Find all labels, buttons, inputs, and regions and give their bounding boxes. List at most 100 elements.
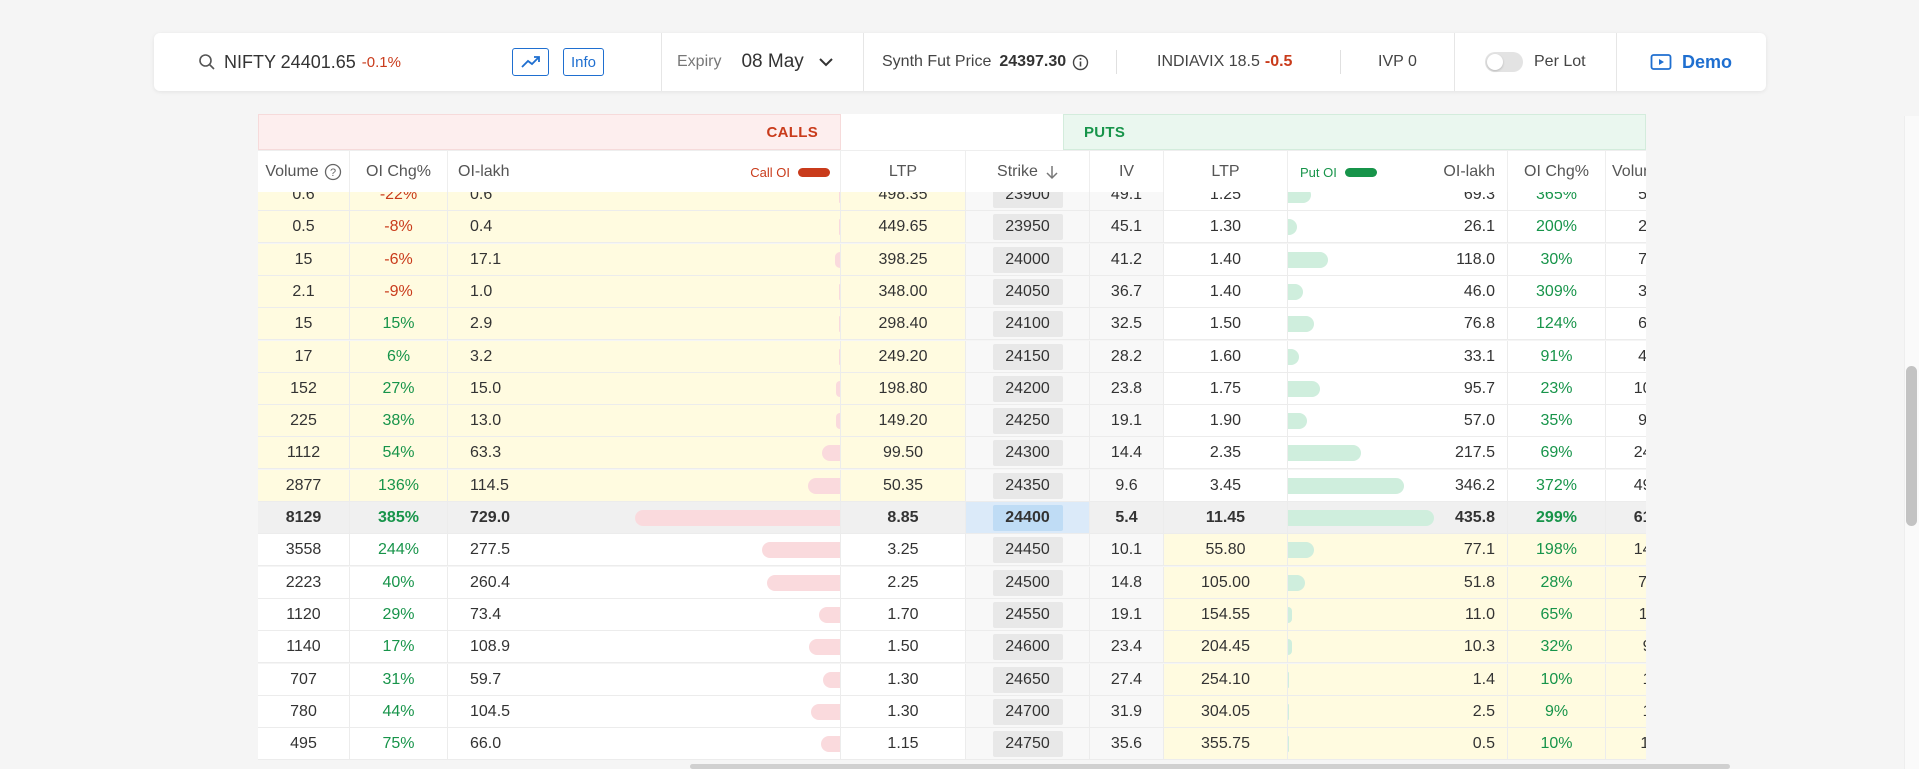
table-row[interactable]: 2.1-9% 1.0 348.00 24050 36.71.40 46.0 309%329 <box>258 275 1646 308</box>
col-call-ltp[interactable]: LTP <box>841 151 966 193</box>
call-oi-bar <box>766 574 840 591</box>
symbol-change: -0.1% <box>361 53 401 71</box>
put-volume-cell: 707 <box>1606 566 1646 599</box>
table-row[interactable]: 176% 3.2 249.20 24150 28.21.60 33.1 91%488 <box>258 340 1646 373</box>
strike-chip[interactable]: 24750 <box>992 731 1063 758</box>
table-row[interactable]: 0.5-8% 0.4 449.65 23950 45.11.30 26.1 200%217 <box>258 211 1646 244</box>
per-lot-label: Per Lot <box>1534 53 1586 70</box>
put-ltp-cell: 2.35 <box>1164 437 1288 470</box>
strike-chip[interactable]: 24400 <box>992 505 1063 531</box>
strike-chip[interactable]: 24300 <box>992 440 1063 467</box>
call-oi-chg-cell: 244% <box>350 534 448 567</box>
put-oi-bar <box>1288 477 1404 494</box>
per-lot-toggle[interactable] <box>1485 52 1523 72</box>
chart-button[interactable] <box>512 48 549 76</box>
strike-chip[interactable]: 24650 <box>992 666 1063 693</box>
col-call-oi-chg[interactable]: OI Chg% <box>350 151 448 193</box>
call-ltp-cell: 198.80 <box>841 372 966 405</box>
put-volume-cell: 112 <box>1606 598 1646 631</box>
strike-chip[interactable]: 24000 <box>992 246 1063 273</box>
call-oi-value: 13.0 <box>470 412 502 430</box>
col-call-volume[interactable]: Volume ? <box>258 151 350 193</box>
column-headers: Volume ? OI Chg% OI-lakh Call OI LTP Str… <box>258 150 1646 194</box>
strike-chip[interactable]: 24600 <box>992 634 1063 661</box>
horizontal-scrollbar[interactable] <box>690 764 1730 769</box>
put-oi-value: 33.1 <box>1463 347 1495 365</box>
call-volume-cell: 0.5 <box>258 211 350 244</box>
strike-chip[interactable]: 24250 <box>992 408 1063 435</box>
search-icon[interactable] <box>198 53 216 71</box>
demo-button[interactable]: Demo <box>1650 33 1732 91</box>
strike-chip[interactable]: 24500 <box>992 569 1063 596</box>
call-oi-value: 729.0 <box>470 509 511 526</box>
put-oi-value: 1.4 <box>1472 670 1495 688</box>
col-strike[interactable]: Strike <box>966 151 1090 193</box>
info-icon[interactable] <box>1072 54 1089 71</box>
table-row[interactable]: 3558 244% 277.5 3.25 24450 10.1 55.80 77.1 198% 1… <box>258 534 1646 567</box>
put-oi-bar <box>1288 445 1361 462</box>
strike-chip[interactable]: 23900 <box>992 192 1063 208</box>
table-row-atm[interactable]: 8129 385% 729.0 8.85 24400 5.4 11.45 435.8 299% 6… <box>258 502 1646 534</box>
put-ltp-cell: 1.25 <box>1164 192 1288 211</box>
put-oi-lakh-cell: 77.1 <box>1288 534 1508 567</box>
put-oi-value: 46.0 <box>1463 282 1495 300</box>
iv-cell: 27.4 <box>1090 663 1164 696</box>
put-oi-bar <box>1288 736 1289 753</box>
call-oi-value: 59.7 <box>470 670 502 688</box>
put-ltp-cell: 1.40 <box>1164 243 1288 276</box>
col-put-ltp[interactable]: LTP <box>1164 151 1288 193</box>
symbol-search[interactable]: NIFTY 24401.65 -0.1% <box>224 33 401 91</box>
expiry-selector[interactable]: Expiry 08 May <box>677 33 834 91</box>
col-call-oi-lakh[interactable]: OI-lakh <box>458 163 510 180</box>
strike-chip[interactable]: 24350 <box>992 472 1063 499</box>
calls-header: CALLS <box>258 114 841 150</box>
col-call-oi-bar: Call OI <box>718 151 841 193</box>
put-oi-lakh-cell: 51.8 <box>1288 566 1508 599</box>
col-put-volume[interactable]: Volume ? <box>1606 151 1646 193</box>
strike-cell: 24150 <box>966 340 1090 373</box>
table-row[interactable]: 2877 136% 114.5 50.35 24350 9.6 3.45 346.2 372% 4… <box>258 469 1646 502</box>
strike-chip[interactable]: 24050 <box>992 278 1063 305</box>
strike-chip[interactable]: 24150 <box>992 343 1063 370</box>
call-volume-cell: 15 <box>258 243 350 276</box>
table-row[interactable]: 15-6% 17.1 398.25 24000 41.21.40 118.0 30%741 <box>258 243 1646 276</box>
strike-chip[interactable]: 23950 <box>992 214 1063 241</box>
call-oi-bar <box>761 542 840 559</box>
call-volume-cell: 780 <box>258 695 350 728</box>
video-play-icon <box>1650 54 1672 70</box>
put-oi-chg-cell: 372% <box>1508 469 1606 502</box>
call-oi-bar <box>839 348 840 365</box>
symbol-price: NIFTY 24401.65 <box>224 51 356 72</box>
strike-cell: 23950 <box>966 211 1090 244</box>
strike-chip[interactable]: 24700 <box>992 698 1063 725</box>
put-volume-cell: 6199 <box>1606 502 1646 534</box>
strike-chip[interactable]: 24100 <box>992 311 1063 338</box>
help-icon[interactable]: ? <box>324 163 342 181</box>
strike-chip[interactable]: 24200 <box>992 375 1063 402</box>
strike-chip[interactable]: 24450 <box>992 537 1063 564</box>
col-put-oi-lakh[interactable]: OI-lakh <box>1408 151 1508 193</box>
put-oi-value: 57.0 <box>1463 412 1495 430</box>
iv-cell: 35.6 <box>1090 728 1164 761</box>
sort-down-icon[interactable] <box>1046 164 1058 180</box>
col-put-oi-chg[interactable]: OI Chg% <box>1508 151 1606 193</box>
call-oi-lakh-cell: 108.9 <box>448 631 841 664</box>
col-iv[interactable]: IV <box>1090 151 1164 193</box>
vertical-scrollbar-thumb[interactable] <box>1906 366 1917 526</box>
strike-chip[interactable]: 24550 <box>992 601 1063 628</box>
synth-value: 24397.30 <box>999 53 1067 70</box>
info-button[interactable]: Info <box>563 48 604 76</box>
put-oi-chg-cell: 9% <box>1508 695 1606 728</box>
call-volume-cell: 1112 <box>258 437 350 470</box>
